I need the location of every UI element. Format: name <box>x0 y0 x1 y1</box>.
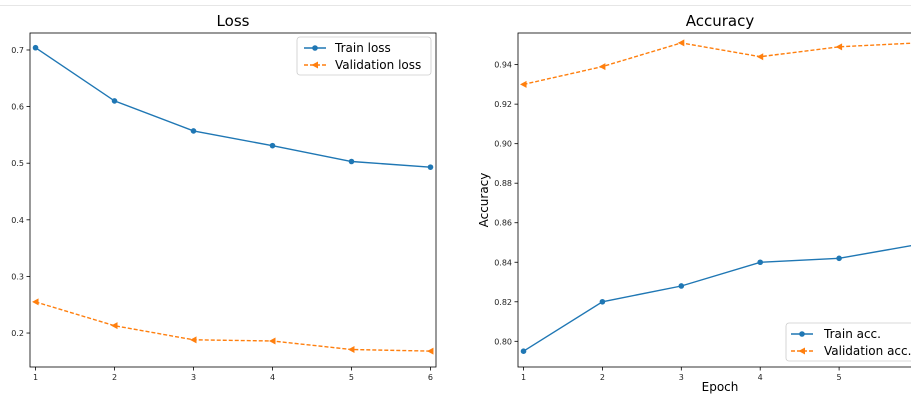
accuracy-legend-train-label: Train acc. <box>823 327 881 341</box>
loss-y-tick-label: 0.5 <box>11 159 24 168</box>
loss-plot-frame <box>29 32 437 368</box>
accuracy-y-tick-label: 0.94 <box>494 61 512 70</box>
loss-y-tick-label: 0.6 <box>11 103 24 112</box>
loss-series-train-point <box>427 164 434 170</box>
accuracy-x-tick-label: 4 <box>758 373 763 382</box>
accuracy-y-tick-label: 0.80 <box>494 337 512 346</box>
accuracy-legend-train-marker <box>799 331 805 337</box>
loss-ticks: 1 2 3 4 5 6 0.2 0.3 0.4 0.5 0.6 0.7 <box>11 46 433 382</box>
accuracy-x-tick-label: 2 <box>600 373 605 382</box>
loss-series-train-line <box>35 47 431 168</box>
loss-y-tick-label: 0.7 <box>11 46 24 55</box>
accuracy-series-validation-point <box>756 53 764 61</box>
loss-x-tick-label: 2 <box>112 373 117 382</box>
accuracy-chart-title: Accuracy <box>686 12 755 30</box>
accuracy-y-tick-label: 0.90 <box>494 140 512 149</box>
accuracy-series-validation-point <box>598 63 606 71</box>
loss-legend: Train loss Validation loss <box>296 36 432 76</box>
loss-series-train-point <box>32 44 39 51</box>
top-divider <box>0 5 911 6</box>
loss-series-train-point <box>269 142 276 149</box>
loss-chart-title: Loss <box>217 12 250 30</box>
loss-legend-box <box>296 36 432 76</box>
accuracy-y-tick-label: 0.84 <box>494 258 512 267</box>
accuracy-legend: Train acc. Validation acc. <box>785 322 911 362</box>
accuracy-series-validation-point <box>520 80 527 88</box>
loss-series <box>32 44 434 355</box>
accuracy-legend-val-marker <box>798 347 805 355</box>
accuracy-series-train-point <box>757 259 764 266</box>
accuracy-series-train-line <box>523 245 911 352</box>
loss-series-train-point <box>348 158 355 165</box>
accuracy-x-axis-label: Epoch <box>702 380 739 394</box>
accuracy-legend-val-label: Validation acc. <box>824 344 911 358</box>
loss-series-validation-point <box>426 347 434 355</box>
accuracy-x-tick-label: 5 <box>837 373 842 382</box>
loss-x-tick-label: 4 <box>270 373 275 382</box>
loss-x-tick-label: 6 <box>428 373 433 382</box>
loss-legend-train-label: Train loss <box>334 41 391 55</box>
accuracy-series-train-point <box>836 255 842 262</box>
accuracy-legend-box <box>785 322 911 362</box>
accuracy-y-tick-label: 0.82 <box>494 298 512 307</box>
loss-series-validation-point <box>190 336 197 344</box>
accuracy-y-tick-label: 0.92 <box>494 100 512 109</box>
loss-chart: Loss 1 2 3 4 5 6 0.2 0.3 0.4 0.5 0.6 0.7 Train loss… <box>11 12 437 382</box>
accuracy-y-tick-label: 0.86 <box>494 219 512 228</box>
accuracy-series-train-point <box>520 348 527 354</box>
accuracy-y-tick-label: 0.88 <box>494 179 512 188</box>
loss-y-tick-label: 0.2 <box>11 329 24 338</box>
loss-x-tick-label: 1 <box>33 373 38 382</box>
accuracy-x-tick-label: 1 <box>521 373 526 382</box>
accuracy-series-validation-line <box>523 42 911 86</box>
loss-x-tick-label: 3 <box>191 373 196 382</box>
loss-series-validation-line <box>35 301 431 352</box>
loss-legend-val-label: Validation loss <box>335 58 421 72</box>
accuracy-series-train-point <box>599 298 606 305</box>
accuracy-y-axis-label: Accuracy <box>477 173 491 228</box>
loss-series-validation-point <box>32 298 39 306</box>
loss-y-tick-label: 0.4 <box>11 216 24 225</box>
accuracy-series-validation-point <box>835 43 843 51</box>
loss-x-tick-label: 5 <box>349 373 354 382</box>
loss-series-validation-point <box>111 322 118 330</box>
loss-legend-train-marker <box>312 45 318 51</box>
accuracy-chart: Accuracy Epoch Accuracy 1234560.800.820.… <box>477 12 911 394</box>
loss-series-validation-point <box>347 345 355 353</box>
accuracy-plot-frame <box>517 32 911 368</box>
accuracy-series-validation-point <box>677 39 685 47</box>
loss-series-train-point <box>111 98 118 104</box>
accuracy-x-tick-label: 3 <box>679 373 684 382</box>
accuracy-series <box>520 39 911 354</box>
loss-legend-val-marker <box>311 61 318 69</box>
loss-series-train-point <box>190 128 197 134</box>
loss-y-tick-label: 0.3 <box>11 272 24 281</box>
loss-series-validation-point <box>268 337 276 345</box>
accuracy-series-train-point <box>678 283 685 289</box>
